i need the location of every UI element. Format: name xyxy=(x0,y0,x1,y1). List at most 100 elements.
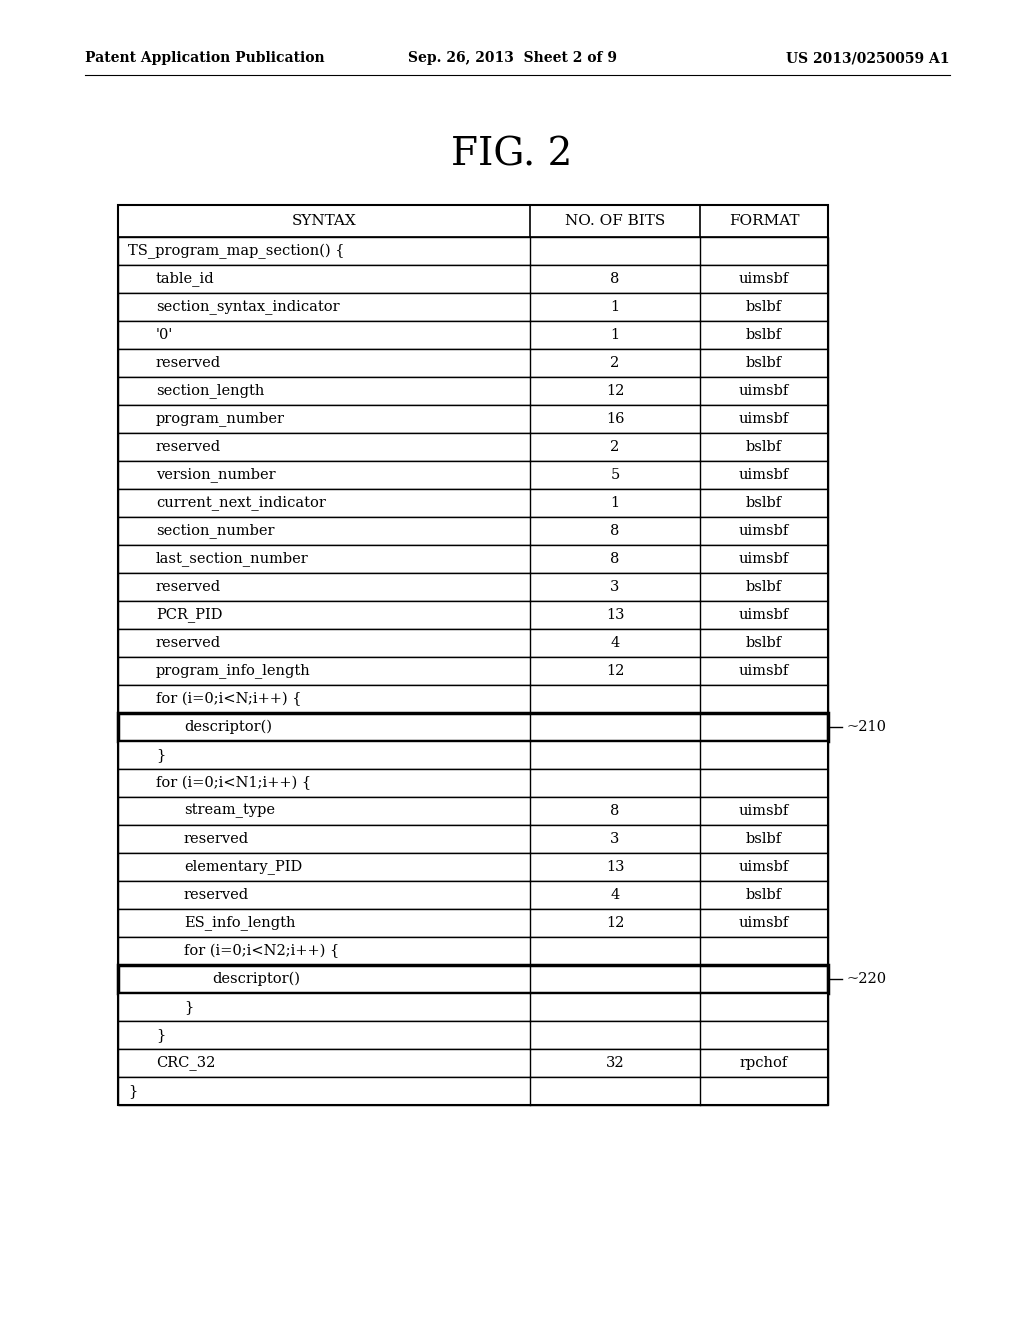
Bar xyxy=(118,488,828,517)
Bar xyxy=(118,205,828,1105)
Text: 8: 8 xyxy=(610,524,620,539)
Bar xyxy=(118,321,828,348)
Bar xyxy=(118,1020,828,1049)
Text: reserved: reserved xyxy=(156,356,221,370)
Text: CRC_32: CRC_32 xyxy=(156,1056,215,1071)
Bar xyxy=(118,1049,828,1077)
Bar xyxy=(118,853,828,880)
Text: 3: 3 xyxy=(610,832,620,846)
Text: section_length: section_length xyxy=(156,384,264,399)
Text: 13: 13 xyxy=(606,861,625,874)
Text: 1: 1 xyxy=(610,327,620,342)
Text: ~210: ~210 xyxy=(846,719,886,734)
Text: descriptor(): descriptor() xyxy=(184,719,272,734)
Text: uimsbf: uimsbf xyxy=(739,916,790,931)
Text: uimsbf: uimsbf xyxy=(739,469,790,482)
Bar xyxy=(118,965,828,993)
Bar xyxy=(118,713,828,741)
Text: program_number: program_number xyxy=(156,412,285,426)
Bar xyxy=(118,433,828,461)
Text: stream_type: stream_type xyxy=(184,804,275,818)
Text: uimsbf: uimsbf xyxy=(739,609,790,622)
Text: uimsbf: uimsbf xyxy=(739,412,790,426)
Text: bslbf: bslbf xyxy=(745,636,782,649)
Text: SYNTAX: SYNTAX xyxy=(292,214,356,228)
Text: ES_info_length: ES_info_length xyxy=(184,916,296,931)
Bar xyxy=(118,909,828,937)
Text: elementary_PID: elementary_PID xyxy=(184,859,302,874)
Bar xyxy=(118,378,828,405)
Text: reserved: reserved xyxy=(156,636,221,649)
Bar xyxy=(118,545,828,573)
Text: version_number: version_number xyxy=(156,467,275,482)
Text: 12: 12 xyxy=(606,916,625,931)
Text: 8: 8 xyxy=(610,552,620,566)
Text: 12: 12 xyxy=(606,384,625,399)
Bar xyxy=(118,405,828,433)
Bar xyxy=(118,205,828,238)
Text: 2: 2 xyxy=(610,440,620,454)
Text: 16: 16 xyxy=(606,412,625,426)
Text: 1: 1 xyxy=(610,496,620,510)
Text: '0': '0' xyxy=(156,327,173,342)
Text: }: } xyxy=(156,748,165,762)
Text: 3: 3 xyxy=(610,579,620,594)
Bar xyxy=(118,937,828,965)
Text: uimsbf: uimsbf xyxy=(739,861,790,874)
Bar xyxy=(118,517,828,545)
Text: reserved: reserved xyxy=(184,888,249,902)
Text: bslbf: bslbf xyxy=(745,888,782,902)
Text: bslbf: bslbf xyxy=(745,832,782,846)
Text: 8: 8 xyxy=(610,804,620,818)
Text: PCR_PID: PCR_PID xyxy=(156,607,222,623)
Text: 1: 1 xyxy=(610,300,620,314)
Text: NO. OF BITS: NO. OF BITS xyxy=(565,214,666,228)
Bar xyxy=(118,993,828,1020)
Text: bslbf: bslbf xyxy=(745,300,782,314)
Text: last_section_number: last_section_number xyxy=(156,552,309,566)
Text: }: } xyxy=(184,1001,194,1014)
Text: Sep. 26, 2013  Sheet 2 of 9: Sep. 26, 2013 Sheet 2 of 9 xyxy=(408,51,616,65)
Text: 12: 12 xyxy=(606,664,625,678)
Text: program_info_length: program_info_length xyxy=(156,664,310,678)
Bar xyxy=(118,348,828,378)
Text: section_syntax_indicator: section_syntax_indicator xyxy=(156,300,340,314)
Text: uimsbf: uimsbf xyxy=(739,664,790,678)
Text: table_id: table_id xyxy=(156,272,215,286)
Bar xyxy=(118,880,828,909)
Text: for (i=0;i<N;i++) {: for (i=0;i<N;i++) { xyxy=(156,692,301,706)
Text: 4: 4 xyxy=(610,888,620,902)
Text: bslbf: bslbf xyxy=(745,356,782,370)
Text: FIG. 2: FIG. 2 xyxy=(452,136,572,173)
Bar xyxy=(118,797,828,825)
Bar xyxy=(118,770,828,797)
Text: }: } xyxy=(156,1028,165,1041)
Text: uimsbf: uimsbf xyxy=(739,804,790,818)
Text: reserved: reserved xyxy=(184,832,249,846)
Text: 13: 13 xyxy=(606,609,625,622)
Bar xyxy=(118,573,828,601)
Text: current_next_indicator: current_next_indicator xyxy=(156,495,326,511)
Text: bslbf: bslbf xyxy=(745,496,782,510)
Bar xyxy=(118,265,828,293)
Text: reserved: reserved xyxy=(156,579,221,594)
Text: for (i=0;i<N2;i++) {: for (i=0;i<N2;i++) { xyxy=(184,944,339,958)
Text: 5: 5 xyxy=(610,469,620,482)
Bar xyxy=(118,657,828,685)
Text: uimsbf: uimsbf xyxy=(739,272,790,286)
Bar xyxy=(118,461,828,488)
Text: 2: 2 xyxy=(610,356,620,370)
Text: US 2013/0250059 A1: US 2013/0250059 A1 xyxy=(786,51,950,65)
Bar xyxy=(118,293,828,321)
Text: 32: 32 xyxy=(605,1056,625,1071)
Text: uimsbf: uimsbf xyxy=(739,552,790,566)
Text: rpchof: rpchof xyxy=(740,1056,788,1071)
Text: uimsbf: uimsbf xyxy=(739,524,790,539)
Bar xyxy=(118,630,828,657)
Text: for (i=0;i<N1;i++) {: for (i=0;i<N1;i++) { xyxy=(156,776,311,791)
Text: uimsbf: uimsbf xyxy=(739,384,790,399)
Text: ~220: ~220 xyxy=(846,972,886,986)
Text: section_number: section_number xyxy=(156,524,274,539)
Text: bslbf: bslbf xyxy=(745,440,782,454)
Bar xyxy=(118,1077,828,1105)
